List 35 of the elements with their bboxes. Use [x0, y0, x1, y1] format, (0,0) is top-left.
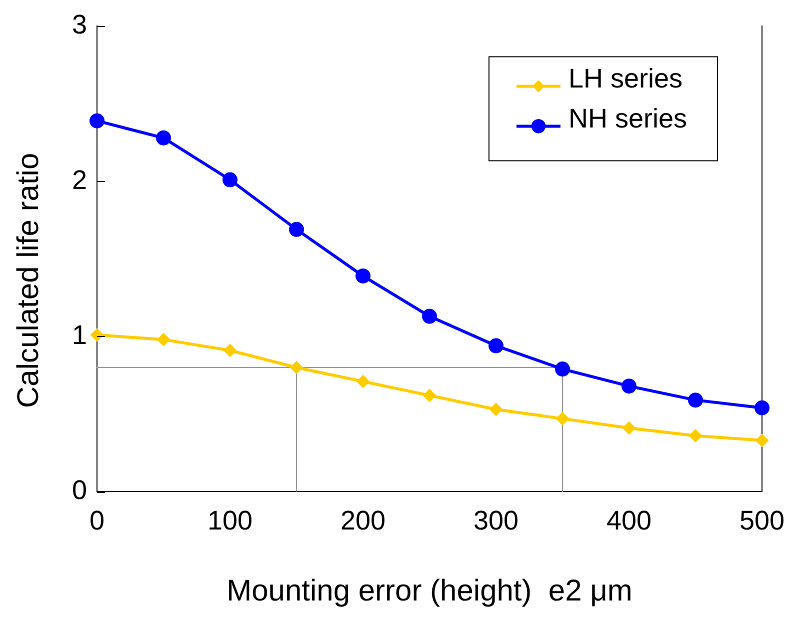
point: [556, 412, 570, 426]
y-tick-label: 3: [72, 10, 88, 40]
legend-label: LH series: [568, 64, 683, 94]
point: [90, 113, 105, 128]
x-tick-label: 400: [606, 505, 652, 536]
y-tick-label: 0: [72, 475, 88, 506]
point: [422, 308, 438, 324]
y-tick-label: 2: [72, 164, 88, 195]
x-axis-title: Mounting error (height) e2 μm: [226, 574, 632, 608]
legend-label: NH series: [568, 104, 688, 134]
x-tick-label: 500: [739, 505, 785, 536]
point: [490, 402, 503, 416]
point: [356, 268, 371, 284]
point: [156, 130, 172, 146]
point: [356, 374, 370, 388]
x-tick-label: 300: [473, 505, 519, 536]
point: [289, 222, 304, 237]
point: [555, 362, 570, 377]
point: [423, 388, 436, 402]
point: [157, 333, 170, 346]
y-axis-title: Calculated life ratio: [12, 151, 46, 410]
x-tick-label: 200: [340, 505, 386, 536]
point: [290, 360, 304, 374]
point: [222, 172, 238, 188]
point: [224, 344, 237, 357]
point: [754, 400, 770, 416]
y-tick-label: 1: [72, 320, 88, 350]
point: [622, 378, 637, 394]
point: [756, 434, 768, 447]
point: [689, 429, 702, 442]
point: [622, 421, 636, 434]
x-tick-label: 100: [207, 505, 253, 536]
point: [488, 338, 504, 354]
point: [688, 392, 703, 408]
point: [90, 328, 104, 342]
